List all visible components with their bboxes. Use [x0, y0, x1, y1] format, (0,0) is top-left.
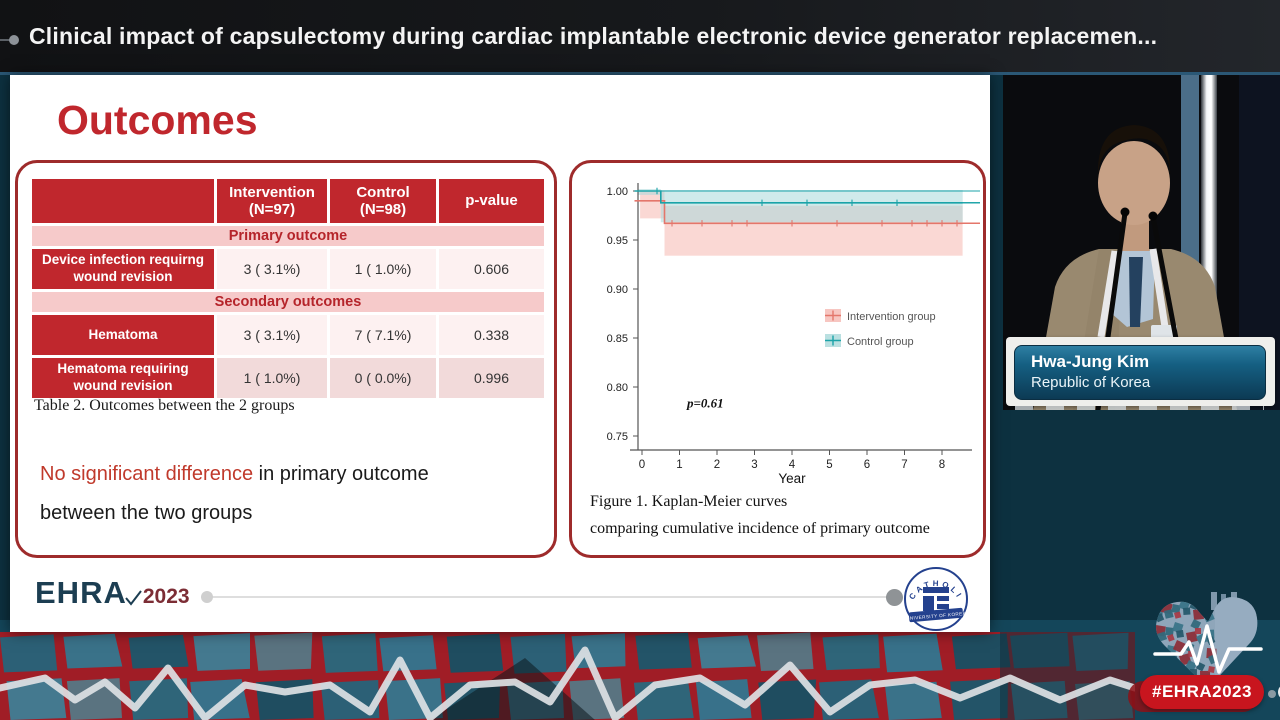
svg-text:0.80: 0.80: [607, 382, 628, 394]
svg-text:Intervention group: Intervention group: [847, 311, 936, 323]
ehra-logo: EHRA 2023: [35, 575, 190, 610]
svg-text:Year: Year: [778, 471, 806, 486]
svg-text:Control group: Control group: [847, 336, 914, 348]
table-section-row: Secondary outcomes: [32, 292, 544, 312]
presentation-slide: Outcomes Intervention (N=97) Control (N=98)…: [10, 75, 990, 632]
video-title-bar: Clinical impact of capsulectomy during c…: [0, 0, 1280, 75]
km-figure-panel: 1.00 0.95 0.90 0.85 0.80 0.75 0 1 2 3 4 5 6 7 8 Year Int…: [569, 160, 986, 558]
ehra-logo-text: EHRA: [35, 575, 127, 610]
svg-text:6: 6: [864, 459, 870, 471]
table-cell: 0.996: [439, 358, 544, 398]
table-row-label: Hematoma: [32, 315, 214, 355]
table-cell: 3 ( 3.1%): [217, 315, 327, 355]
title-bullet-icon: [9, 35, 19, 45]
slide-heading: Outcomes: [57, 97, 258, 143]
ehra-heart-logo: [1153, 592, 1263, 688]
university-logo-bottom-text: UNIVERSITY OF KOREA: [906, 611, 967, 621]
svg-text:0: 0: [639, 459, 645, 471]
svg-text:3: 3: [751, 459, 757, 471]
speaker-hair: [1097, 125, 1171, 177]
ehra-check-icon: [125, 590, 142, 606]
university-logo-emblem: [923, 587, 949, 611]
svg-text:1.00: 1.00: [607, 186, 628, 198]
table-row-label: Device infection requirng wound revision: [32, 249, 214, 289]
svg-text:0.75: 0.75: [607, 431, 628, 443]
progress-start-dot: [201, 591, 213, 603]
hashtag-badge: #EHRA2023: [1140, 675, 1264, 709]
svg-text:0.90: 0.90: [607, 284, 628, 296]
table-cell: 3 ( 3.1%): [217, 249, 327, 289]
speaker-video[interactable]: Hwa-Jung Kim Republic of Korea: [1003, 75, 1280, 410]
table-section-row: Primary outcome: [32, 226, 544, 246]
table-header-cell: Control (N=98): [330, 179, 436, 223]
kaplan-meier-chart: 1.00 0.95 0.90 0.85 0.80 0.75 0 1 2 3 4 5 6 7 8 Year Int…: [607, 183, 980, 486]
table-cell: 7 ( 7.1%): [330, 315, 436, 355]
table-header-cell: [32, 179, 214, 223]
progress-end-dot: [886, 589, 903, 606]
speaker-name: Hwa-Jung Kim: [1031, 352, 1150, 371]
outcomes-table-panel: Intervention (N=97) Control (N=98) p-value Pr…: [15, 160, 557, 558]
key-message-highlight: No significant difference: [40, 463, 254, 485]
title-dash: [0, 39, 10, 41]
svg-text:0.95: 0.95: [607, 235, 628, 247]
table-cell: 0.338: [439, 315, 544, 355]
table-row-label: Hematoma requiring wound revision: [32, 358, 214, 398]
table-caption: Table 2. Outcomes between the 2 groups: [34, 397, 295, 414]
svg-text:5: 5: [826, 459, 832, 471]
badge-dot-large: [1278, 684, 1280, 700]
table-cell: 1 ( 1.0%): [330, 249, 436, 289]
mosaic-ecg-banner: [0, 632, 1135, 720]
table-cell: 1 ( 1.0%): [217, 358, 327, 398]
speaker-nameplate-inner: Hwa-Jung Kim Republic of Korea: [1014, 345, 1266, 400]
table-cell: 0.606: [439, 249, 544, 289]
slide-progress-line: [210, 596, 892, 598]
svg-text:2: 2: [714, 459, 720, 471]
key-message-line2: between the two groups: [40, 502, 253, 524]
svg-text:7: 7: [901, 459, 907, 471]
figure-caption-line2: comparing cumulative incidence of primar…: [590, 520, 930, 537]
speaker-country: Republic of Korea: [1031, 374, 1151, 391]
table-header-cell: Intervention (N=97): [217, 179, 327, 223]
speaker-nameplate: Hwa-Jung Kim Republic of Korea: [1006, 337, 1275, 406]
svg-text:0.85: 0.85: [607, 333, 628, 345]
key-message-rest: in primary outcome: [253, 463, 429, 485]
table-cell: 0 ( 0.0%): [330, 358, 436, 398]
outcomes-table: Intervention (N=97) Control (N=98) p-value Pr…: [32, 179, 544, 398]
svg-text:4: 4: [789, 459, 796, 471]
key-message: No significant difference in primary out…: [40, 455, 429, 533]
svg-text:1: 1: [676, 459, 682, 471]
figure-caption-line1: Figure 1. Kaplan-Meier curves: [590, 493, 788, 510]
presentation-title: Clinical impact of capsulectomy during c…: [29, 22, 1158, 49]
table-header-cell: p-value: [439, 179, 544, 223]
svg-text:8: 8: [939, 459, 945, 471]
ehra-logo-year: 2023: [142, 585, 190, 608]
badge-dot-small: [1268, 690, 1276, 698]
svg-text:p=0.61: p=0.61: [686, 396, 724, 411]
university-logo: CATHOLIC UNIVERSITY OF KOREA: [903, 566, 968, 631]
nameplate-dashes: [1015, 406, 1264, 410]
